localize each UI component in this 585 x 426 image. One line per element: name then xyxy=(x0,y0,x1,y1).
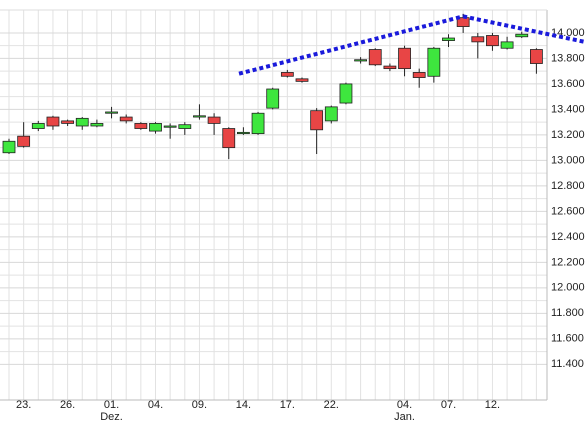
y-tick-label: 13.800 xyxy=(551,52,585,64)
candle-body xyxy=(31,123,45,129)
candle-body xyxy=(46,116,60,127)
y-tick-label: 12.400 xyxy=(551,231,585,243)
candle-body xyxy=(442,37,455,41)
candle-body xyxy=(163,125,177,128)
x-tick-label: 26. xyxy=(60,399,75,411)
candle-body xyxy=(471,36,485,43)
candle-body xyxy=(368,49,382,66)
y-tick-label: 13.400 xyxy=(551,103,585,115)
candle-body xyxy=(207,116,221,124)
candle-body xyxy=(383,65,397,70)
candle-body xyxy=(427,47,441,77)
x-tick-label: 17. xyxy=(280,399,295,411)
candle-body xyxy=(515,33,529,38)
y-tick-label: 11.800 xyxy=(551,307,584,319)
x-tick-label: 09. xyxy=(192,399,207,411)
y-tick-label: 12.200 xyxy=(551,256,585,268)
candle-body xyxy=(193,115,206,118)
x-tick-label: 14. xyxy=(236,399,251,411)
candle-body xyxy=(17,135,31,147)
candle-body xyxy=(530,49,543,64)
y-tick-label: 12.600 xyxy=(551,205,585,217)
candle-body xyxy=(75,117,89,127)
y-tick-label: 13.000 xyxy=(551,154,585,166)
x-tick-label: 22. xyxy=(324,399,339,411)
x-tick-label: 23. xyxy=(16,399,31,411)
candle-body xyxy=(2,140,16,154)
candle-body xyxy=(354,59,368,62)
candle-body xyxy=(500,41,514,49)
candle-body xyxy=(251,112,265,135)
month-label: Jan. xyxy=(394,411,415,423)
candle-body xyxy=(339,83,353,104)
candle-body xyxy=(105,111,118,114)
candle-body xyxy=(412,72,426,78)
x-tick-label: 04. xyxy=(148,399,163,411)
candle-body xyxy=(398,47,411,70)
x-tick-label: 01. xyxy=(104,399,119,411)
candle-body xyxy=(324,106,338,122)
candle-body xyxy=(280,72,294,77)
x-tick-label: 04. xyxy=(397,399,412,411)
candle-body xyxy=(61,120,74,124)
y-tick-label: 11.600 xyxy=(551,333,584,345)
candle-body xyxy=(236,131,250,135)
x-tick-label: 07. xyxy=(441,399,456,411)
candle-body xyxy=(178,124,192,129)
candle-body xyxy=(119,116,133,122)
y-tick-label: 13.200 xyxy=(551,129,585,141)
y-tick-label: 11.400 xyxy=(551,358,584,370)
candle-body xyxy=(134,123,148,129)
candle-body xyxy=(222,128,236,149)
candle-body xyxy=(149,123,162,132)
x-tick-label: 12. xyxy=(485,399,500,411)
y-tick-label: 12.000 xyxy=(551,282,585,294)
candle-body xyxy=(486,35,499,47)
candle-body xyxy=(90,123,104,127)
y-tick-label: 12.800 xyxy=(551,180,585,192)
trendline xyxy=(238,14,464,76)
candle-body xyxy=(295,78,309,82)
candle-body xyxy=(266,88,280,109)
month-label: Dez. xyxy=(100,411,123,423)
candle-body xyxy=(310,110,324,131)
y-tick-label: 13.600 xyxy=(551,78,585,90)
